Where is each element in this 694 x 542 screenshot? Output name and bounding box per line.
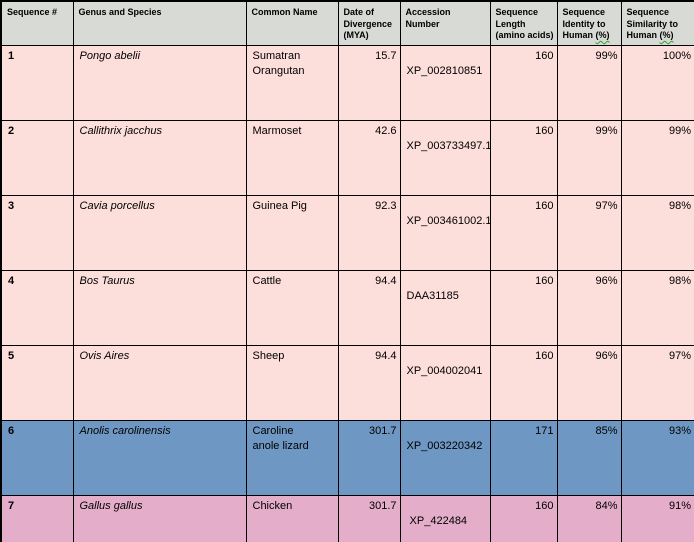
accession-cell: XP_422484 bbox=[399, 494, 491, 542]
accession-line-1: XP_002810851 bbox=[406, 64, 483, 77]
accession-cell: DAA31185 bbox=[399, 269, 491, 346]
sequence-number-cell: 2 bbox=[0, 119, 74, 196]
header-cell: Date of Divergence (MYA) bbox=[337, 0, 401, 46]
table-body: 1 Pongo abelii Sumatran Orangutan 15.7 X… bbox=[0, 44, 694, 542]
sequence-number-cell: 1 bbox=[0, 44, 74, 121]
header-cell-label: Accession Number bbox=[405, 7, 451, 29]
sequence-number-cell: 5 bbox=[0, 344, 74, 421]
common-name-cell: Sheep bbox=[245, 344, 339, 421]
common-name-cell: Chicken bbox=[245, 494, 339, 542]
table-row: 6 Anolis carolinensis Caroline anole liz… bbox=[0, 419, 694, 496]
similarity-cell: 97% bbox=[620, 344, 694, 421]
common-name-cell: Caroline anole lizard bbox=[245, 419, 339, 496]
header-cell-label: Sequence # bbox=[7, 7, 58, 17]
divergence-cell: 92.3 bbox=[337, 194, 401, 271]
similarity-cell: 98% bbox=[620, 269, 694, 346]
sequence-length-cell: 160 bbox=[489, 269, 558, 346]
divergence-cell: 42.6 bbox=[337, 119, 401, 196]
accession-line-1: XP_003220342 bbox=[406, 439, 483, 452]
header-cell-label: Sequence Similarity to Human bbox=[626, 7, 679, 40]
divergence-cell: 94.4 bbox=[337, 344, 401, 421]
genus-species-cell: Gallus gallus bbox=[72, 494, 247, 542]
sequence-number-cell: 7 bbox=[0, 494, 74, 542]
genus-species-cell: Pongo abelii bbox=[72, 44, 247, 121]
sequence-length-cell: 160 bbox=[489, 344, 558, 421]
genus-species-cell: Callithrix jacchus bbox=[72, 119, 247, 196]
table-row: 1 Pongo abelii Sumatran Orangutan 15.7 X… bbox=[0, 44, 694, 121]
genus-species-cell: Ovis Aires bbox=[72, 344, 247, 421]
divergence-cell: 94.4 bbox=[337, 269, 401, 346]
header-percent-grammar-underline: (%) bbox=[595, 30, 610, 40]
accession-line-1: DAA31185 bbox=[406, 289, 459, 302]
common-name-cell: Marmoset bbox=[245, 119, 339, 196]
header-cell-label: Sequence Length (amino acids) bbox=[495, 7, 554, 40]
accession-cell: XP_002810851 bbox=[399, 44, 491, 121]
genus-species-cell: Anolis carolinensis bbox=[72, 419, 247, 496]
identity-cell: 96% bbox=[556, 344, 622, 421]
table-row: 2 Callithrix jacchus Marmoset 42.6 XP_00… bbox=[0, 119, 694, 196]
sequence-length-cell: 160 bbox=[489, 44, 558, 121]
table-row: 5 Ovis Aires Sheep 94.4 XP_004002041 160… bbox=[0, 344, 694, 421]
table-row: 7 Gallus gallus Chicken 301.7 XP_422484 … bbox=[0, 494, 694, 542]
identity-cell: 99% bbox=[556, 44, 622, 121]
header-cell-label: Date of Divergence (MYA) bbox=[343, 7, 393, 40]
accession-line-1: XP_003461002.1 bbox=[406, 214, 490, 227]
divergence-cell: 15.7 bbox=[337, 44, 401, 121]
table-header-row: Sequence # Genus and Species Common Name… bbox=[0, 0, 694, 46]
similarity-cell: 91% bbox=[620, 494, 694, 542]
genus-species-cell: Bos Taurus bbox=[72, 269, 247, 346]
similarity-cell: 99% bbox=[620, 119, 694, 196]
sequence-number-cell: 4 bbox=[0, 269, 74, 346]
similarity-cell: 93% bbox=[620, 419, 694, 496]
identity-cell: 96% bbox=[556, 269, 622, 346]
accession-line-1: XP_004002041 bbox=[406, 364, 483, 377]
common-name-cell: Sumatran Orangutan bbox=[245, 44, 339, 121]
accession-line-1: XP_003733497.1 bbox=[406, 139, 490, 152]
sequence-length-cell: 171 bbox=[489, 419, 558, 496]
genus-species-cell: Cavia porcellus bbox=[72, 194, 247, 271]
sequence-length-cell: 160 bbox=[489, 119, 558, 196]
identity-cell: 85% bbox=[556, 419, 622, 496]
similarity-cell: 98% bbox=[620, 194, 694, 271]
header-percent-grammar-underline: (%) bbox=[659, 30, 674, 40]
accession-line-1: XP_422484 bbox=[406, 514, 468, 527]
sequence-number-cell: 3 bbox=[0, 194, 74, 271]
identity-cell: 84% bbox=[556, 494, 622, 542]
header-cell-label: Genus and Species bbox=[78, 7, 162, 17]
sequence-length-cell: 160 bbox=[489, 194, 558, 271]
header-cell: Sequence Length (amino acids) bbox=[489, 0, 558, 46]
accession-cell: XP_004002041 bbox=[399, 344, 491, 421]
identity-cell: 97% bbox=[556, 194, 622, 271]
similarity-cell: 100% bbox=[620, 44, 694, 121]
accession-cell: XP_003461002.1 bbox=[399, 194, 491, 271]
header-cell: Sequence # bbox=[0, 0, 74, 46]
identity-cell: 99% bbox=[556, 119, 622, 196]
sequence-number-cell: 6 bbox=[0, 419, 74, 496]
header-cell: Genus and Species bbox=[72, 0, 247, 46]
common-name-cell: Cattle bbox=[245, 269, 339, 346]
divergence-cell: 301.7 bbox=[337, 494, 401, 542]
accession-cell: XP_003220342 bbox=[399, 419, 491, 496]
accession-cell: XP_003733497.1 bbox=[399, 119, 491, 196]
header-cell-label: Sequence Identity to Human bbox=[562, 7, 606, 40]
table-row: 4 Bos Taurus Cattle 94.4 DAA31185 160 96… bbox=[0, 269, 694, 346]
header-cell: Sequence Similarity to Human (%) bbox=[620, 0, 694, 46]
header-cell: Common Name bbox=[245, 0, 339, 46]
table-header: Sequence # Genus and Species Common Name… bbox=[0, 0, 694, 46]
sequence-length-cell: 160 bbox=[489, 494, 558, 542]
header-cell: Sequence Identity to Human (%) bbox=[556, 0, 622, 46]
table-row: 3 Cavia porcellus Guinea Pig 92.3 XP_003… bbox=[0, 194, 694, 271]
common-name-cell: Guinea Pig bbox=[245, 194, 339, 271]
header-cell: Accession Number bbox=[399, 0, 491, 46]
header-cell-label: Common Name bbox=[251, 7, 318, 17]
divergence-cell: 301.7 bbox=[337, 419, 401, 496]
